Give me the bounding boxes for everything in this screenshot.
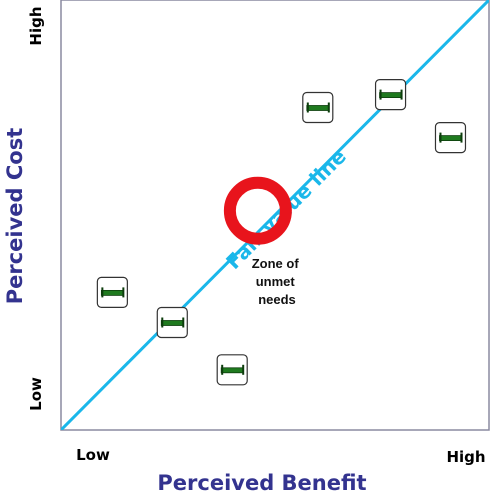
product-icon-leg [221, 364, 224, 375]
product-icon-leg [182, 317, 185, 328]
product-icon-leg [101, 287, 104, 298]
product-icon-leg [379, 89, 382, 100]
product-icon [379, 92, 402, 98]
unmet-needs-label-line-2: unmet [256, 274, 296, 289]
product-icon-leg [306, 102, 309, 113]
product-icon-leg [400, 89, 403, 100]
unmet-needs-label-line-3: needs [258, 292, 296, 307]
product-icon-leg [122, 287, 125, 298]
x-axis-title: Perceived Benefit [157, 471, 366, 495]
product-marker [374, 78, 407, 111]
product-markers [96, 78, 467, 386]
y-axis-title: Perceived Cost [3, 128, 27, 305]
product-marker [302, 91, 334, 124]
product-marker [216, 354, 248, 386]
product-icon-leg [161, 317, 164, 328]
y-axis-high-label: High [27, 6, 45, 45]
product-icon-leg [460, 132, 463, 143]
product-icon [100, 289, 124, 296]
product-icon-leg [242, 364, 245, 375]
fair-value-line [61, 0, 489, 430]
product-icon [306, 105, 330, 111]
product-icon-leg [439, 132, 442, 143]
product-icon [160, 320, 184, 326]
product-marker [156, 306, 188, 339]
product-icon [220, 367, 244, 374]
unmet-needs-label-line-1: Zone of [252, 256, 300, 271]
product-icon-leg [327, 102, 330, 113]
x-axis-high-label: High [446, 448, 485, 466]
x-axis-low-label: Low [76, 446, 110, 464]
y-axis-low-label: Low [27, 377, 45, 411]
product-marker [434, 122, 467, 154]
product-marker [96, 276, 128, 308]
product-icon [439, 135, 462, 142]
unmet-needs-label: Zone of unmet needs [252, 256, 303, 307]
unmet-needs-ring [223, 176, 292, 245]
